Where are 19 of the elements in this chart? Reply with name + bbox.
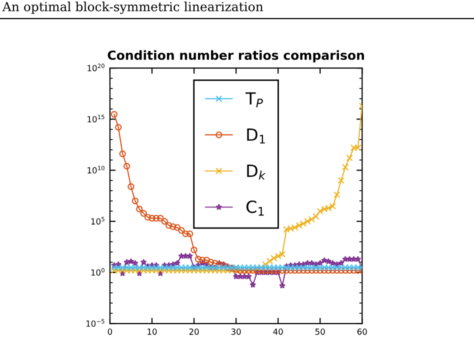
x-tick-label: 10 — [148, 328, 157, 335]
x-tick-label: 40 — [273, 328, 283, 335]
y-tick-label: 10$^{5}$ — [91, 217, 104, 225]
text: An optimal block-symmetric linearization — [2, 2, 264, 14]
y-tick-label: 10$^{0}$ — [91, 268, 104, 276]
legend-label: D$_{1}$ — [247, 128, 265, 144]
x-tick-label: 20 — [189, 328, 199, 335]
y-tick-label: 10$^{−5}$ — [86, 319, 104, 327]
legend-label: T$_{P}$ — [246, 92, 263, 108]
y-tick-label: 10$^{20}$ — [88, 64, 104, 72]
x-tick-label: 30 — [231, 328, 241, 335]
chart-title: Condition number ratios comparison — [108, 50, 364, 62]
x-tick-label: 0 — [108, 328, 112, 335]
x-tick-label: 50 — [315, 328, 325, 335]
x-tick-label: 60 — [357, 328, 367, 335]
legend-label: C$_{1}$ — [246, 200, 264, 216]
y-tick-label: 10$^{10}$ — [88, 166, 104, 174]
legend-label: D$_{k}$ — [247, 164, 266, 180]
y-tick-label: 10$^{15}$ — [88, 114, 104, 122]
